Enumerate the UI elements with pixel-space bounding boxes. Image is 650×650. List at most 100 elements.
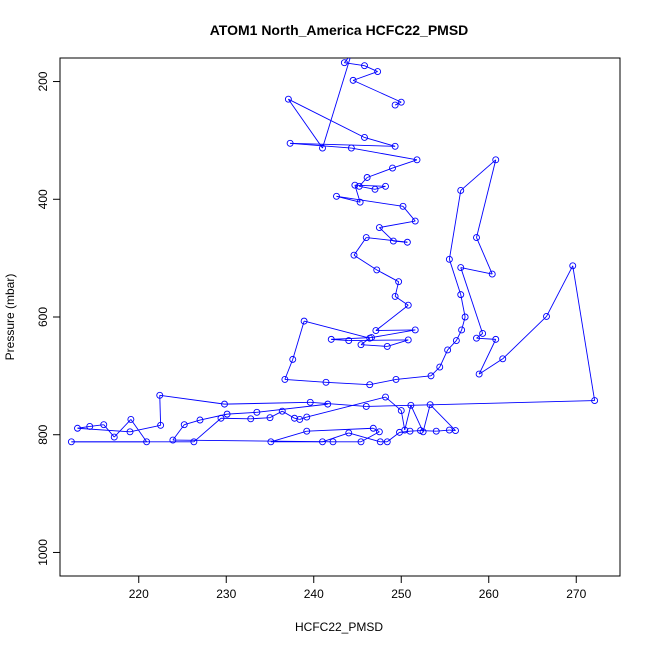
data-point bbox=[291, 414, 298, 422]
series-segment bbox=[420, 430, 437, 432]
data-point bbox=[355, 182, 363, 190]
series-segment bbox=[409, 430, 421, 432]
data-point bbox=[382, 182, 389, 190]
data-point bbox=[436, 363, 444, 371]
series-segment bbox=[227, 411, 257, 415]
data-point bbox=[324, 400, 332, 408]
series-segment bbox=[113, 419, 132, 438]
data-point bbox=[373, 266, 381, 274]
data-point bbox=[389, 164, 396, 172]
data-point bbox=[281, 375, 289, 383]
series-segment bbox=[304, 320, 370, 339]
data-point bbox=[426, 401, 434, 409]
x-tick-label: 240 bbox=[304, 587, 324, 601]
data-point bbox=[391, 292, 399, 300]
series-segment bbox=[387, 339, 409, 347]
series-segment bbox=[369, 378, 397, 386]
data-point bbox=[473, 234, 480, 241]
series-segment bbox=[373, 427, 380, 433]
data-point bbox=[363, 174, 371, 181]
series-segment bbox=[220, 417, 251, 420]
series-segment bbox=[430, 366, 441, 377]
data-point bbox=[345, 337, 353, 344]
series-segment bbox=[351, 147, 418, 161]
data-point bbox=[190, 438, 198, 446]
x-tick-label: 250 bbox=[391, 587, 411, 601]
series-segment bbox=[288, 98, 323, 149]
data-point bbox=[406, 427, 414, 435]
data-point bbox=[457, 186, 465, 194]
data-point bbox=[427, 372, 435, 380]
plot-frame bbox=[59, 57, 621, 577]
series-segment bbox=[172, 439, 334, 443]
series-segment bbox=[360, 337, 371, 346]
data-point bbox=[375, 428, 383, 436]
series-layer bbox=[67, 58, 599, 446]
series-segment bbox=[379, 220, 416, 228]
series-segment bbox=[460, 267, 484, 334]
data-point bbox=[356, 198, 364, 206]
y-tick-label: 600 bbox=[36, 307, 50, 327]
series-segment bbox=[256, 403, 328, 413]
data-point bbox=[361, 134, 368, 141]
series-segment bbox=[385, 396, 402, 411]
series-segment bbox=[374, 185, 386, 190]
series-segment bbox=[364, 65, 378, 72]
series-segment bbox=[478, 358, 503, 375]
data-point bbox=[333, 192, 340, 200]
series-segment bbox=[455, 329, 463, 341]
y-axis: 200 400 600 800 1000 bbox=[36, 71, 60, 566]
chart-title: ATOM1 North_America HCFC22_PMSD bbox=[210, 22, 469, 38]
series-segment bbox=[284, 378, 327, 383]
data-point bbox=[319, 438, 326, 446]
data-point bbox=[396, 428, 403, 436]
data-point bbox=[67, 438, 75, 446]
series-segment bbox=[460, 294, 466, 318]
data-point bbox=[127, 415, 135, 423]
data-point bbox=[499, 355, 507, 363]
data-point bbox=[413, 156, 421, 164]
series-segment bbox=[366, 400, 595, 407]
data-point bbox=[389, 237, 397, 245]
data-point bbox=[374, 68, 382, 75]
series-segment bbox=[322, 58, 351, 149]
data-point bbox=[289, 355, 297, 363]
data-point bbox=[223, 410, 231, 418]
data-point bbox=[351, 181, 359, 189]
series-segment bbox=[448, 190, 462, 260]
series-segment bbox=[352, 71, 378, 81]
data-point bbox=[366, 381, 374, 389]
series-segment bbox=[224, 401, 311, 405]
data-point bbox=[372, 327, 380, 334]
data-point bbox=[397, 407, 405, 415]
data-point bbox=[395, 278, 403, 286]
series-segment bbox=[77, 426, 90, 429]
data-point bbox=[397, 98, 405, 106]
data-point bbox=[126, 428, 134, 436]
series-segment bbox=[199, 413, 228, 421]
data-point bbox=[362, 234, 370, 241]
series-segment bbox=[399, 430, 411, 433]
data-point bbox=[180, 421, 188, 429]
data-point bbox=[306, 398, 314, 406]
data-point bbox=[371, 185, 379, 193]
data-point bbox=[100, 421, 108, 429]
series-segment bbox=[394, 296, 409, 306]
data-point bbox=[399, 202, 407, 210]
series-segment bbox=[375, 329, 416, 331]
data-point bbox=[457, 264, 465, 272]
series-segment bbox=[270, 430, 307, 443]
data-point bbox=[350, 251, 358, 259]
series-segment bbox=[429, 404, 456, 431]
data-point bbox=[369, 424, 377, 432]
series-segment bbox=[310, 401, 367, 407]
data-point bbox=[457, 291, 465, 299]
data-point bbox=[196, 416, 204, 424]
series-segment bbox=[354, 184, 386, 187]
data-point bbox=[445, 426, 453, 434]
data-point bbox=[266, 414, 274, 422]
data-point bbox=[411, 217, 419, 225]
data-point bbox=[267, 438, 275, 446]
data-point bbox=[403, 238, 411, 246]
data-point bbox=[591, 397, 599, 405]
